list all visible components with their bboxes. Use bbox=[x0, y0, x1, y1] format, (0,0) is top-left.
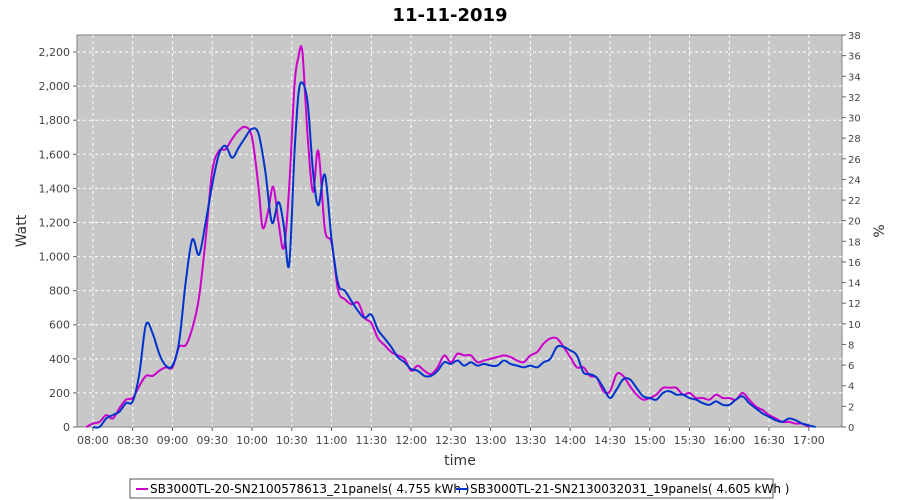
x-tick-label: 14:00 bbox=[554, 434, 586, 447]
x-tick-label: 14:30 bbox=[594, 434, 626, 447]
y2-tick-label: 10 bbox=[848, 320, 861, 331]
y-tick-label: 400 bbox=[49, 353, 70, 366]
y-tick-label: 2,000 bbox=[39, 80, 71, 93]
x-tick-label: 15:00 bbox=[634, 434, 666, 447]
x-tick-label: 17:00 bbox=[793, 434, 825, 447]
x-tick-label: 08:30 bbox=[117, 434, 149, 447]
legend-label-2: SB3000TL-21-SN2130032031_19panels( 4.605… bbox=[470, 482, 789, 496]
plot-area bbox=[76, 34, 843, 428]
y2-axis-label: % bbox=[872, 224, 888, 237]
x-tick-label: 10:30 bbox=[276, 434, 308, 447]
y2-tick-label: 36 bbox=[848, 52, 861, 63]
y-tick-label: 1,800 bbox=[39, 114, 71, 127]
x-tick-label: 16:00 bbox=[713, 434, 745, 447]
series-lines bbox=[85, 45, 816, 429]
y2-tick-label: 14 bbox=[848, 279, 861, 290]
y-tick-label: 1,200 bbox=[39, 216, 71, 229]
x-tick-label: 11:00 bbox=[316, 434, 348, 447]
y-tick-label: 600 bbox=[49, 319, 70, 332]
y2-tick-label: 16 bbox=[848, 258, 861, 269]
y-axis-ticks: 0 200 400 600 800 1,000 1,200 1,400 1,600 1,800 2,… bbox=[39, 46, 77, 434]
x-tick-label: 12:30 bbox=[435, 434, 467, 447]
y-tick-label: 1,000 bbox=[39, 251, 71, 264]
y2-tick-label: 20 bbox=[848, 217, 861, 228]
x-tick-label: 09:00 bbox=[157, 434, 189, 447]
x-tick-label: 13:00 bbox=[475, 434, 507, 447]
y2-tick-label: 8 bbox=[848, 340, 854, 351]
y2-tick-label: 26 bbox=[848, 155, 861, 166]
x-tick-label: 13:30 bbox=[515, 434, 547, 447]
y2-tick-label: 22 bbox=[848, 196, 861, 207]
y2-tick-label: 0 bbox=[848, 423, 854, 434]
y-axis-label: Watt bbox=[14, 214, 30, 247]
y2-tick-label: 34 bbox=[848, 72, 861, 83]
y2-tick-label: 38 bbox=[848, 31, 861, 42]
y2-tick-label: 12 bbox=[848, 299, 861, 310]
series-line-2 bbox=[92, 81, 816, 429]
y2-tick-label: 28 bbox=[848, 134, 861, 145]
x-tick-label: 10:00 bbox=[236, 434, 268, 447]
legend-label-1: SB3000TL-20-SN2100578613_21panels( 4.755… bbox=[150, 482, 469, 496]
x-tick-label: 12:00 bbox=[395, 434, 427, 447]
y-tick-label: 0 bbox=[63, 421, 70, 434]
y2-tick-label: 4 bbox=[848, 382, 854, 393]
y-tick-label: 800 bbox=[49, 285, 70, 298]
x-tick-label: 09:30 bbox=[196, 434, 228, 447]
chart-title: 11-11-2019 bbox=[392, 5, 507, 26]
y2-tick-label: 18 bbox=[848, 237, 861, 248]
y-tick-label: 2,200 bbox=[39, 46, 71, 59]
legend-items: SB3000TL-20-SN2100578613_21panels( 4.755… bbox=[136, 482, 789, 496]
x-tick-label: 08:00 bbox=[77, 434, 109, 447]
y2-tick-label: 32 bbox=[848, 93, 861, 104]
x-axis-ticks: 08:00 08:30 09:00 09:30 10:00 10:30 11:00 11:30… bbox=[77, 427, 825, 447]
x-tick-label: 16:30 bbox=[753, 434, 785, 447]
x-axis-label: time bbox=[444, 453, 476, 469]
grid-lines bbox=[77, 35, 842, 427]
y-tick-label: 1,600 bbox=[39, 148, 71, 161]
x-tick-label: 15:30 bbox=[674, 434, 706, 447]
y2-tick-label: 6 bbox=[848, 361, 854, 372]
y-tick-label: 200 bbox=[49, 387, 70, 400]
y2-tick-label: 30 bbox=[848, 114, 861, 125]
y2-tick-label: 24 bbox=[848, 175, 861, 186]
y2-tick-label: 2 bbox=[848, 402, 854, 413]
y-tick-label: 1,400 bbox=[39, 182, 71, 195]
x-tick-label: 11:30 bbox=[355, 434, 387, 447]
legend bbox=[129, 478, 774, 499]
